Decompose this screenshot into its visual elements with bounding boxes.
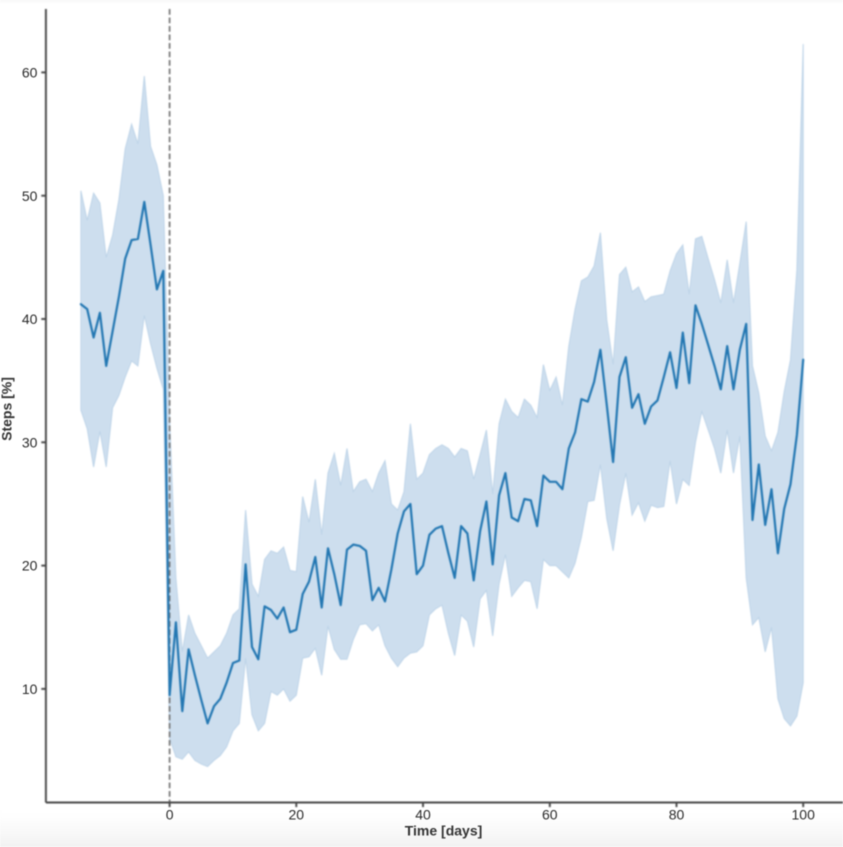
svg-text:Steps [%]: Steps [%] xyxy=(0,377,15,441)
svg-text:20: 20 xyxy=(289,807,305,823)
svg-text:20: 20 xyxy=(22,558,38,574)
svg-text:50: 50 xyxy=(22,188,38,204)
svg-text:Time [days]: Time [days] xyxy=(405,823,483,839)
svg-text:10: 10 xyxy=(22,681,38,697)
svg-text:100: 100 xyxy=(792,807,816,823)
svg-text:40: 40 xyxy=(415,807,431,823)
svg-text:60: 60 xyxy=(542,807,558,823)
svg-text:0: 0 xyxy=(166,807,174,823)
svg-text:80: 80 xyxy=(669,807,685,823)
svg-text:30: 30 xyxy=(22,434,38,450)
svg-text:60: 60 xyxy=(22,65,38,81)
svg-text:40: 40 xyxy=(22,311,38,327)
